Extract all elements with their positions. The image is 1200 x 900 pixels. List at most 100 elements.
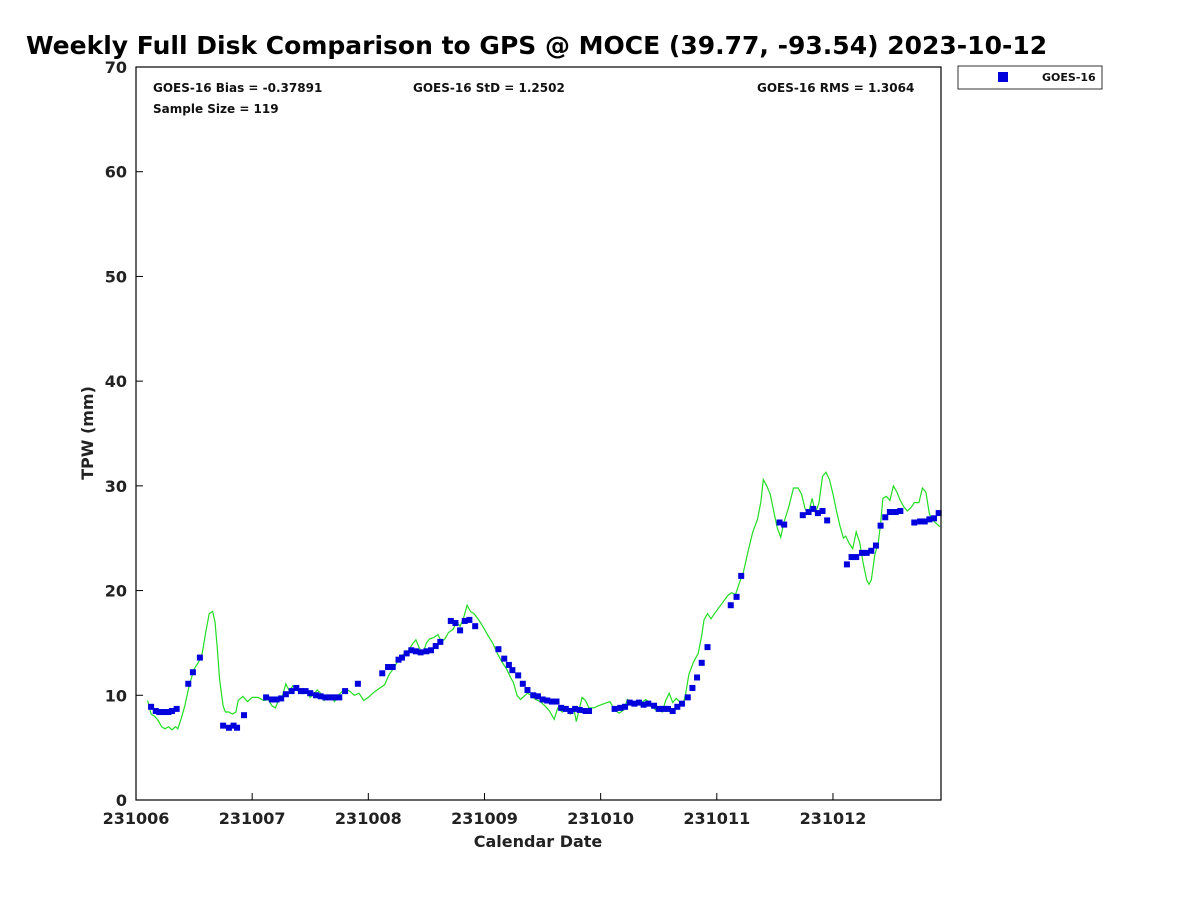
goes-data-point <box>417 649 424 656</box>
x-tick-label: 231011 <box>683 809 750 828</box>
goes-data-point <box>230 722 237 729</box>
goes-data-point <box>268 696 275 703</box>
goes-data-point <box>160 709 167 716</box>
goes-data-point <box>669 707 676 714</box>
goes-data-point <box>399 654 406 661</box>
goes-data-point <box>278 695 285 702</box>
goes-data-point <box>674 703 681 710</box>
goes-data-point <box>848 554 855 561</box>
goes-data-point <box>576 706 583 713</box>
goes-data-point <box>165 709 172 716</box>
goes-data-point <box>302 688 309 695</box>
y-tick-label: 40 <box>105 372 127 391</box>
sample-size-stat: Sample Size = 119 <box>153 102 279 116</box>
goes-data-point <box>220 722 227 729</box>
y-tick-label: 60 <box>105 163 127 182</box>
goes-data-point <box>586 707 593 714</box>
goes-data-point <box>336 694 343 701</box>
goes-data-point <box>660 705 667 712</box>
goes-data-point <box>173 705 180 712</box>
goes-data-point <box>326 694 333 701</box>
y-axis: 0 10 20 30 40 50 60 70 <box>105 58 143 810</box>
gps-series-line <box>147 471 941 731</box>
x-tick-label: 231012 <box>800 809 867 828</box>
rms-stat: GOES-16 RMS = 1.3064 <box>757 81 914 95</box>
goes-data-point <box>452 620 459 627</box>
goes-data-point <box>428 647 435 654</box>
plot-frame <box>135 66 942 801</box>
goes-data-point <box>704 644 711 651</box>
goes-data-point <box>437 638 444 645</box>
goes-data-point <box>799 512 806 519</box>
goes-data-point <box>921 518 928 525</box>
y-axis-label: TPW (mm) <box>78 386 97 480</box>
x-tick-label: 231010 <box>567 809 634 828</box>
goes-data-point <box>342 688 349 695</box>
goes-data-point <box>293 684 300 691</box>
goes-data-point <box>678 700 685 707</box>
x-axis-label: Calendar Date <box>474 832 603 851</box>
goes-data-point <box>282 691 289 698</box>
goes-data-point <box>824 517 831 524</box>
goes-data-point <box>548 698 555 705</box>
goes-data-point <box>501 655 508 662</box>
chart-title: Weekly Full Disk Comparison to GPS @ MOC… <box>26 31 1047 60</box>
goes-data-point <box>288 688 295 695</box>
y-tick-label: 30 <box>105 477 127 496</box>
goes-data-point <box>412 648 419 655</box>
y-tick-label: 50 <box>105 267 127 286</box>
goes-data-point <box>640 701 647 708</box>
goes-data-point <box>931 515 938 522</box>
x-tick-label: 231009 <box>451 809 518 828</box>
goes-data-point <box>457 627 464 634</box>
std-stat: GOES-16 StD = 1.2502 <box>413 81 565 95</box>
goes-data-point <box>567 707 574 714</box>
goes-data-point <box>631 700 638 707</box>
goes-data-point <box>558 704 565 711</box>
goes-data-point <box>738 572 745 579</box>
goes-data-point <box>408 647 415 654</box>
goes-data-point <box>572 705 579 712</box>
goes-data-point <box>466 616 473 623</box>
legend-box <box>957 65 1103 90</box>
goes-data-point <box>322 694 329 701</box>
legend: GOES-16 <box>957 65 1103 90</box>
goes-data-point <box>859 549 866 556</box>
goes-data-point <box>819 507 826 514</box>
goes-data-point <box>297 688 304 695</box>
goes-data-point <box>534 693 541 700</box>
y-tick-label: 10 <box>105 686 127 705</box>
goes-data-point <box>331 694 338 701</box>
goes-data-point <box>519 680 526 687</box>
goes-data-point <box>582 707 589 714</box>
x-tick-label: 231006 <box>103 809 170 828</box>
goes-data-point <box>843 561 850 568</box>
goes-data-point <box>935 510 942 517</box>
goes-data-point <box>169 707 176 714</box>
goes-data-point <box>911 519 918 526</box>
legend-label: GOES-16 <box>1042 71 1096 84</box>
goes-data-point <box>684 694 691 701</box>
goes-data-point <box>872 542 879 549</box>
goes-data-point <box>263 694 270 701</box>
goes-data-point <box>877 522 884 529</box>
legend-marker <box>998 72 1008 82</box>
goes-data-point <box>495 646 502 653</box>
goes-data-point <box>781 521 788 528</box>
goes-data-point <box>626 699 633 706</box>
goes-data-point <box>622 703 629 710</box>
goes-data-point <box>544 697 551 704</box>
goes-data-point <box>189 669 196 676</box>
goes-data-point <box>776 519 783 526</box>
goes-data-point <box>385 664 392 671</box>
goes-data-point <box>611 705 618 712</box>
goes-data-point <box>886 509 893 516</box>
goes-data-point <box>562 705 569 712</box>
goes-data-point <box>694 674 701 681</box>
goes-data-point <box>156 709 163 716</box>
goes-data-point <box>379 670 386 677</box>
goes-data-point <box>185 680 192 687</box>
bias-stat: GOES-16 Bias = -0.37891 <box>153 81 322 95</box>
goes-data-point <box>853 554 860 561</box>
